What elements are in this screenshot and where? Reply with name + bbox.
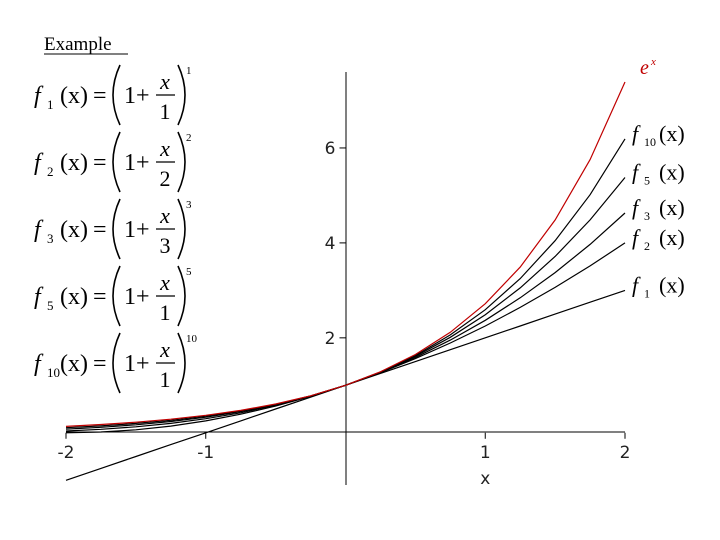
label-sub: 2 bbox=[644, 239, 650, 253]
function-subscript: 2 bbox=[47, 164, 54, 179]
curve bbox=[65, 81, 626, 427]
left-paren bbox=[112, 332, 121, 394]
numerator: x bbox=[159, 203, 170, 228]
function-argument: (x) bbox=[60, 351, 88, 377]
x-axis-label: x bbox=[480, 469, 490, 489]
label-rest: (x) bbox=[659, 195, 685, 220]
label-main: f bbox=[632, 121, 641, 146]
right-paren bbox=[177, 131, 186, 193]
x-tick-label: -1 bbox=[197, 443, 214, 463]
exponent: 10 bbox=[186, 333, 198, 345]
equals: = bbox=[93, 217, 107, 243]
numerator: x bbox=[159, 270, 170, 295]
title: Example bbox=[44, 34, 112, 55]
formula: f 5 (x) = 1+x15 bbox=[34, 265, 192, 327]
right-paren bbox=[177, 265, 186, 327]
numerator: x bbox=[159, 69, 170, 94]
label-rest: (x) bbox=[659, 121, 685, 146]
exponent: 3 bbox=[186, 199, 192, 211]
label-main: f bbox=[632, 272, 641, 297]
function-subscript: 10 bbox=[47, 365, 60, 380]
label-main: f bbox=[632, 159, 641, 184]
right-paren bbox=[177, 198, 186, 260]
x-tick-label: 1 bbox=[480, 443, 491, 463]
denominator: 2 bbox=[160, 166, 171, 191]
one-plus: 1+ bbox=[124, 284, 150, 310]
numerator: x bbox=[159, 136, 170, 161]
label-main: e bbox=[640, 57, 649, 79]
function-argument: (x) bbox=[60, 217, 88, 243]
series-label: f 2 (x) bbox=[632, 225, 685, 253]
function-subscript: 3 bbox=[47, 231, 54, 246]
x-tick-label: 2 bbox=[620, 443, 631, 463]
label-sub: 1 bbox=[644, 286, 650, 300]
right-paren bbox=[177, 332, 186, 394]
y-tick-label: 2 bbox=[325, 329, 336, 349]
left-paren bbox=[112, 198, 121, 260]
function-argument: (x) bbox=[60, 83, 88, 109]
function-name: f bbox=[34, 217, 44, 243]
one-plus: 1+ bbox=[124, 150, 150, 176]
formula: f 1 (x) = 1+x11 bbox=[34, 64, 192, 126]
exponent: 1 bbox=[186, 65, 192, 77]
label-sub: 10 bbox=[644, 135, 656, 149]
label-rest: (x) bbox=[659, 225, 685, 250]
label-main: f bbox=[632, 225, 641, 250]
formula: f 2 (x) = 1+x22 bbox=[34, 131, 192, 193]
equals: = bbox=[93, 351, 107, 377]
x-tick-label: -2 bbox=[58, 443, 75, 463]
function-argument: (x) bbox=[60, 284, 88, 310]
function-subscript: 1 bbox=[47, 97, 54, 112]
y-tick-label: 6 bbox=[325, 139, 336, 159]
series-label: f 5 (x) bbox=[632, 159, 685, 187]
denominator: 1 bbox=[160, 300, 171, 325]
right-paren bbox=[177, 64, 186, 126]
denominator: 1 bbox=[160, 99, 171, 124]
label-rest: (x) bbox=[659, 159, 685, 184]
function-name: f bbox=[34, 150, 44, 176]
function-subscript: 5 bbox=[47, 298, 54, 313]
equals: = bbox=[93, 83, 107, 109]
exponent: 2 bbox=[186, 132, 192, 144]
label-rest: (x) bbox=[659, 272, 685, 297]
label-main: f bbox=[632, 195, 641, 220]
one-plus: 1+ bbox=[124, 217, 150, 243]
exponent: 5 bbox=[186, 266, 192, 278]
formula: f 3 (x) = 1+x33 bbox=[34, 198, 192, 260]
y-tick-label: 4 bbox=[325, 234, 336, 254]
one-plus: 1+ bbox=[124, 351, 150, 377]
left-paren bbox=[112, 64, 121, 126]
function-argument: (x) bbox=[60, 150, 88, 176]
series-label: f 3 (x) bbox=[632, 195, 685, 223]
denominator: 1 bbox=[160, 367, 171, 392]
equals: = bbox=[93, 284, 107, 310]
function-name: f bbox=[34, 351, 44, 377]
label-sup: x bbox=[650, 56, 656, 68]
function-name: f bbox=[34, 83, 44, 109]
left-paren bbox=[112, 131, 121, 193]
left-paren bbox=[112, 265, 121, 327]
function-name: f bbox=[34, 284, 44, 310]
label-sub: 3 bbox=[644, 209, 650, 223]
denominator: 3 bbox=[160, 233, 171, 258]
label-sub: 5 bbox=[644, 173, 650, 187]
series-label: f 1 (x) bbox=[632, 272, 685, 300]
series-label: f 10 (x) bbox=[632, 121, 685, 149]
one-plus: 1+ bbox=[124, 83, 150, 109]
equals: = bbox=[93, 150, 107, 176]
numerator: x bbox=[159, 337, 170, 362]
